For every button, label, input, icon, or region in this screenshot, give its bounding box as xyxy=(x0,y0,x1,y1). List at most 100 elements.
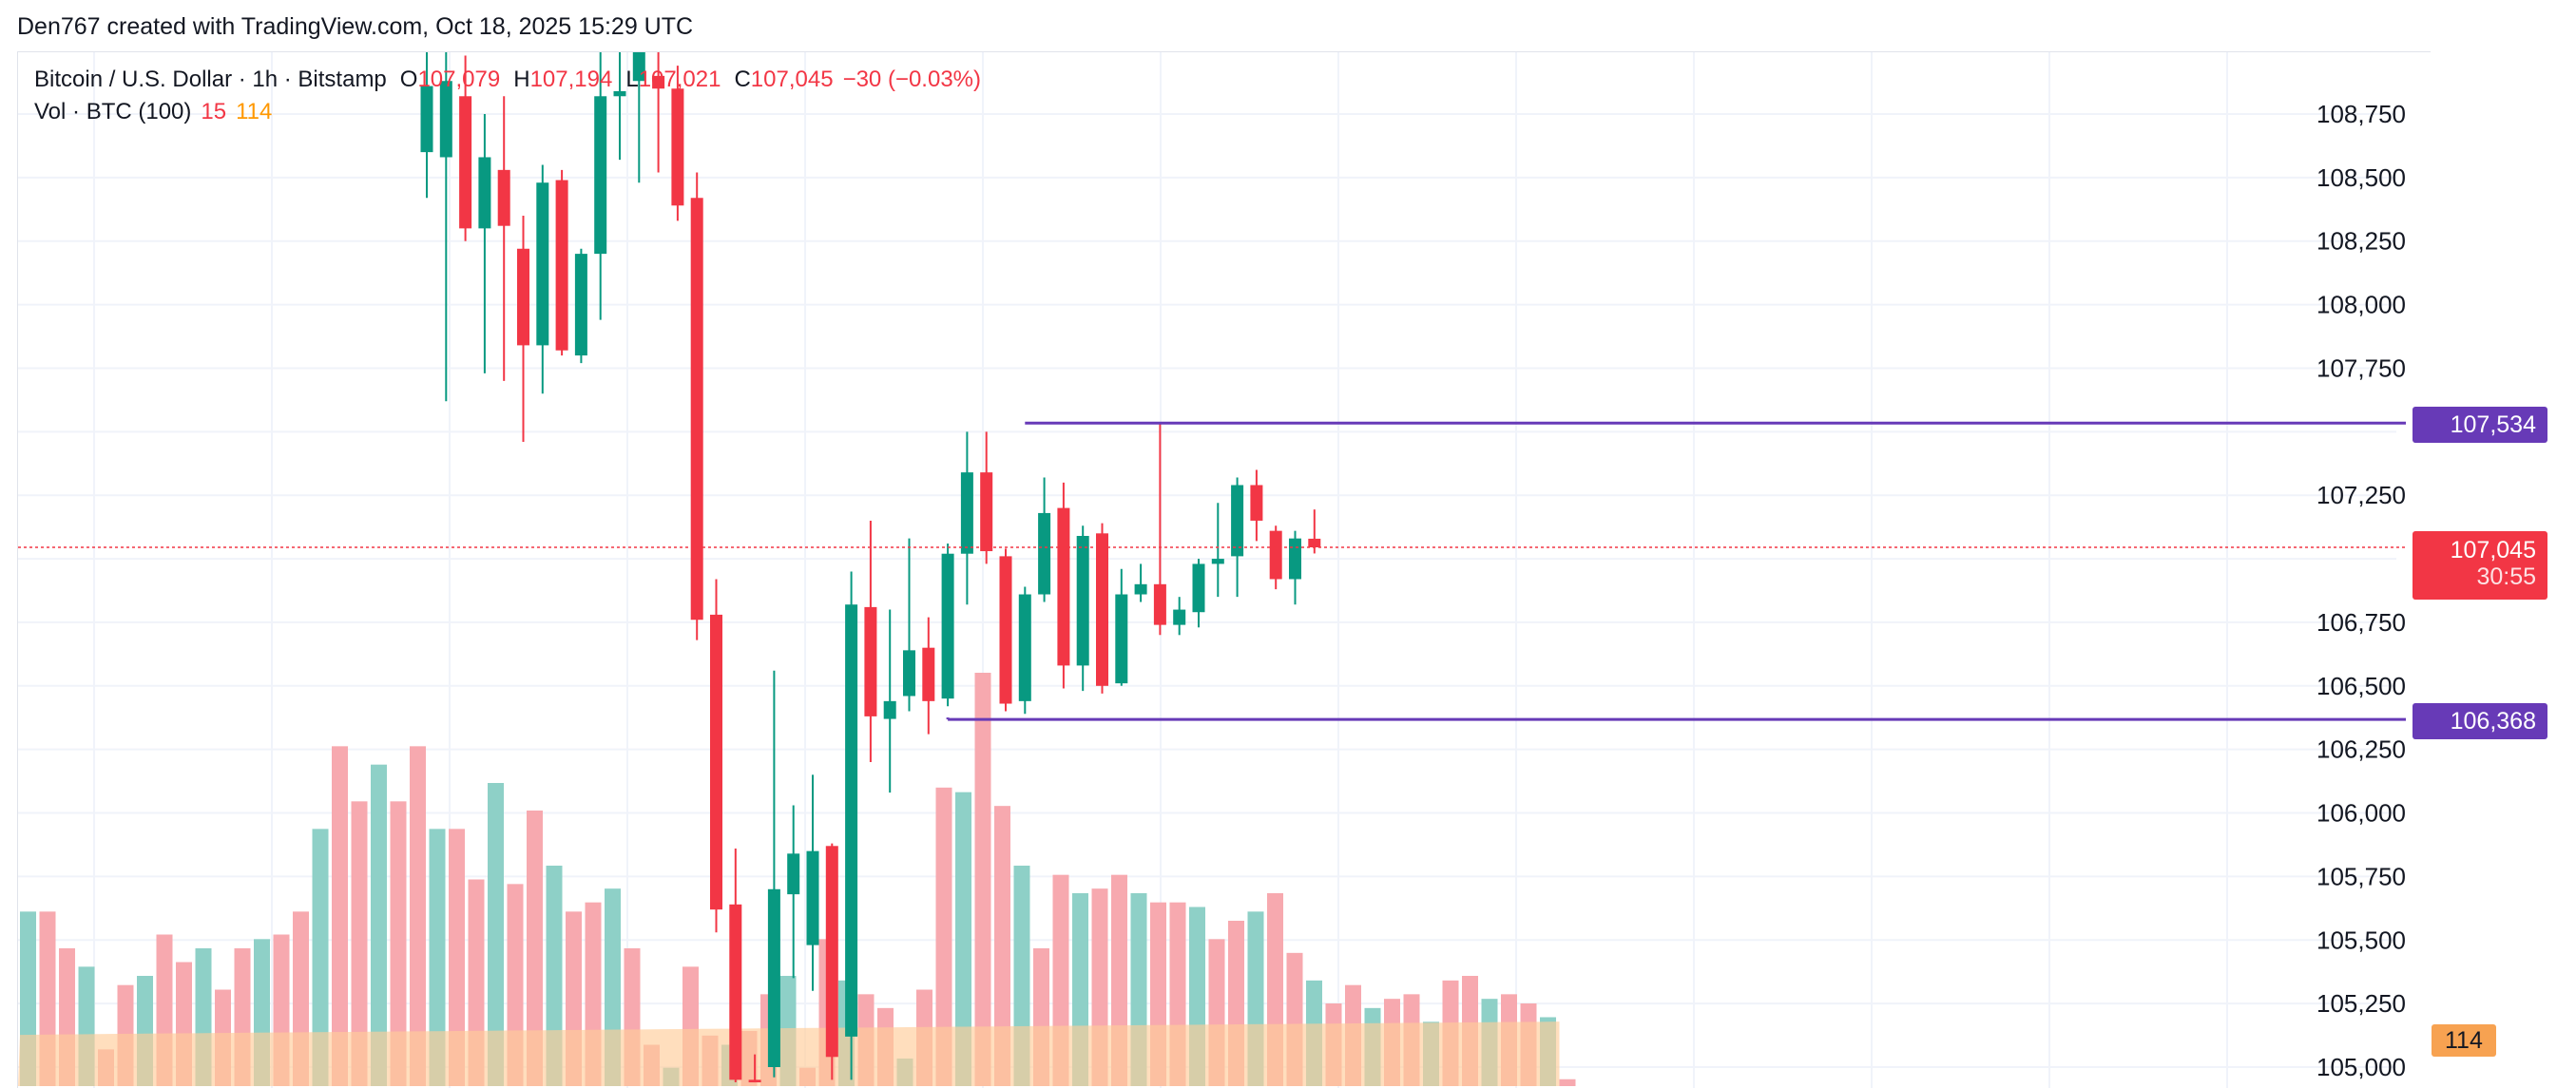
open-key: O xyxy=(399,67,418,92)
candle-body xyxy=(517,248,529,346)
y-axis-tick-label: 108,750 xyxy=(2316,100,2406,128)
candle-body xyxy=(555,180,568,351)
candle-body xyxy=(478,157,491,229)
y-axis-tick-label: 106,500 xyxy=(2316,672,2406,700)
volume-bar xyxy=(312,829,329,1086)
candle-body xyxy=(903,650,915,697)
y-axis-tick-label: 107,250 xyxy=(2316,481,2406,509)
volume-bar xyxy=(935,787,952,1086)
y-axis-tick-label: 106,250 xyxy=(2316,735,2406,764)
open-value: 107,079 xyxy=(417,67,501,92)
volume-bar xyxy=(449,829,465,1086)
candle-body xyxy=(1173,609,1186,625)
volume-bar xyxy=(527,811,543,1086)
y-axis-tick-label: 108,500 xyxy=(2316,163,2406,192)
candle-body xyxy=(690,198,703,620)
volume-bar xyxy=(488,783,504,1086)
candle-body xyxy=(748,1079,761,1083)
volume-bar xyxy=(955,792,971,1086)
candle-body xyxy=(594,96,607,255)
y-axis-tick-label: 105,500 xyxy=(2316,926,2406,954)
y-axis-tick-label: 105,000 xyxy=(2316,1053,2406,1081)
change-value: −30 (−0.03%) xyxy=(842,67,981,92)
close-value: 107,045 xyxy=(750,67,834,92)
candle-body xyxy=(1211,559,1224,564)
candle-body xyxy=(729,904,742,1080)
candle-body xyxy=(710,614,722,910)
symbol-legend: Bitcoin / U.S. Dollar · 1h · Bitstamp O10… xyxy=(34,67,981,93)
candle-body xyxy=(1115,594,1128,684)
volume-bar xyxy=(1559,1078,1576,1086)
candle-body xyxy=(497,169,510,226)
volume-bar xyxy=(332,746,348,1086)
candle-body xyxy=(1289,538,1301,580)
high-key: H xyxy=(513,67,530,92)
y-axis-tick-label: 108,000 xyxy=(2316,291,2406,319)
high-level-price-tag: 107,534 xyxy=(2413,407,2547,443)
low-key: L xyxy=(625,67,639,92)
candle-body xyxy=(536,182,549,346)
volume-bar xyxy=(371,764,387,1086)
symbol-title[interactable]: Bitcoin / U.S. Dollar · 1h · Bitstamp xyxy=(34,67,387,92)
candle-body xyxy=(613,90,626,97)
candle-body xyxy=(652,75,665,89)
volume-bar xyxy=(974,673,991,1086)
candle-body xyxy=(1308,538,1321,548)
volume-legend: Vol · BTC (100) 15 114 xyxy=(34,99,272,125)
candle-body xyxy=(980,472,993,552)
volume-bar xyxy=(390,801,407,1086)
volume-bar xyxy=(410,746,426,1086)
candle-body xyxy=(767,888,780,1067)
candle-body xyxy=(825,846,838,1058)
volume-bar xyxy=(429,829,446,1086)
candle-body xyxy=(941,553,954,699)
candle-body xyxy=(787,853,800,895)
volume-ma-value: 114 xyxy=(236,99,273,124)
y-axis-tick-label: 106,000 xyxy=(2316,799,2406,828)
y-axis-tick-label: 105,250 xyxy=(2316,989,2406,1018)
last-price-tag: 107,045 30:55 xyxy=(2413,531,2547,600)
candle-body xyxy=(883,700,896,719)
close-key: C xyxy=(734,67,751,92)
candle-body xyxy=(845,604,858,1037)
candle-body xyxy=(999,556,1012,704)
candle-body xyxy=(864,606,877,716)
volume-ma-area xyxy=(18,1021,1560,1086)
volume-title[interactable]: Vol · BTC (100) xyxy=(34,99,192,124)
volume-bar xyxy=(351,801,368,1086)
candle-body xyxy=(1096,533,1108,686)
candle-body xyxy=(1038,512,1051,595)
volume-bar xyxy=(994,806,1010,1086)
y-axis-tick-label: 107,750 xyxy=(2316,353,2406,382)
candle-body xyxy=(1134,583,1147,595)
candle-body xyxy=(806,850,819,945)
candle-body xyxy=(1153,583,1166,625)
candlestick-chart[interactable]: 105,000 105,250 105,500 105,750 106,000 106,2… xyxy=(18,52,2431,1088)
candle-body xyxy=(960,472,973,554)
candle-body xyxy=(574,254,587,356)
candle-body xyxy=(671,88,684,206)
candle-body xyxy=(1057,507,1070,666)
candle-body xyxy=(439,81,452,158)
candle-body xyxy=(632,52,645,82)
candle-body xyxy=(459,96,472,229)
candle-body xyxy=(1018,594,1031,701)
volume-ma-tag: 114 xyxy=(2432,1024,2496,1057)
y-axis-tick-label: 108,250 xyxy=(2316,227,2406,256)
volume-value: 15 xyxy=(201,99,227,124)
bar-countdown: 30:55 xyxy=(2476,563,2536,590)
last-price-value: 107,045 xyxy=(2450,537,2536,563)
candle-body xyxy=(922,647,935,701)
y-axis-tick-label: 105,750 xyxy=(2316,862,2406,890)
candle-body xyxy=(1076,535,1089,666)
low-level-price-tag: 106,368 xyxy=(2413,703,2547,739)
y-axis-tick-label: 106,750 xyxy=(2316,608,2406,637)
low-value: 107,021 xyxy=(638,67,721,92)
candle-body xyxy=(1269,530,1282,580)
high-value: 107,194 xyxy=(529,67,613,92)
candle-body xyxy=(1250,485,1263,521)
candle-body xyxy=(420,86,433,153)
candle-body xyxy=(1231,485,1244,557)
chart-area[interactable]: 105,000 105,250 105,500 105,750 106,000 106,2… xyxy=(17,51,2431,1088)
chart-credit: Den767 created with TradingView.com, Oct… xyxy=(17,13,694,40)
